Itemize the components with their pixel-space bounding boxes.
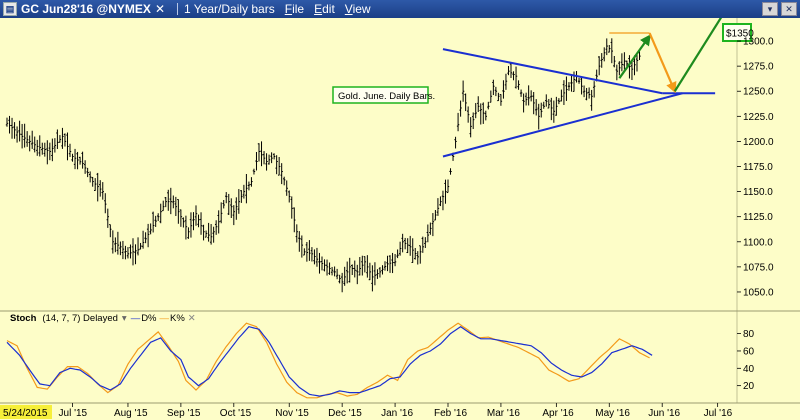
stoch-d-swatch: — (131, 313, 141, 324)
annotation-box (332, 86, 429, 104)
price-tick-label: 1200.0 (743, 137, 774, 148)
stoch-params: (14, 7, 7) Delayed (42, 313, 118, 324)
price-tick-label: 1100.0 (743, 237, 773, 248)
x-tick-label: May '16 (595, 408, 630, 419)
pin-icon[interactable]: ▾ (762, 2, 778, 16)
orange-arrow-down (648, 32, 677, 94)
green-arrow-up-2 (673, 18, 723, 92)
price-tick-label: 1250.0 (743, 87, 774, 98)
x-tick-label: Feb '16 (434, 408, 467, 419)
price-tick-label: 1050.0 (743, 287, 774, 298)
start-date-label: 5/24/2015 (3, 408, 48, 419)
stoch-label: Stoch (10, 313, 37, 324)
price-tick-label: 1275.0 (743, 62, 774, 73)
chart-app-icon[interactable]: ▤ (3, 2, 17, 16)
x-tick-label: Aug '15 (114, 408, 148, 419)
window-controls: ▾ ✕ (762, 0, 800, 18)
price-tick-label: 1125.0 (743, 212, 773, 223)
green-arrow-up-1 (618, 34, 651, 79)
period-label[interactable]: 1 Year/Daily bars (184, 2, 275, 16)
close-icon[interactable]: ✕ (781, 2, 797, 16)
stoch-d-line (6, 325, 653, 397)
x-tick-label: Sep '15 (167, 408, 201, 419)
price-tick-label: 1225.0 (743, 112, 774, 123)
title-divider (177, 3, 178, 15)
symbol-label[interactable]: GC Jun28'16 @NYMEX (21, 2, 151, 16)
x-tick-label: Jan '16 (381, 408, 413, 419)
menu-edit[interactable]: Edit (314, 2, 335, 16)
title-bar[interactable]: ▤ GC Jun28'16 @NYMEX ✕ 1 Year/Daily bars… (0, 0, 800, 18)
stoch-tick-label: 20 (743, 381, 755, 392)
x-tick-label: Mar '16 (487, 408, 520, 419)
stoch-tick-label: 40 (743, 364, 755, 375)
menu-file[interactable]: File (284, 2, 305, 16)
upper-trendline (442, 48, 663, 95)
x-tick-label: Jul '15 (59, 408, 88, 419)
x-tick-label: Jul '16 (704, 408, 733, 419)
close-symbol-icon[interactable]: ✕ (154, 2, 165, 16)
x-tick-label: Oct '15 (220, 408, 252, 419)
annotation-text: Gold. June. Daily Bars. (338, 91, 435, 102)
price-chart: Gold. June. Daily Bars. $1350 1050.0 1075.… (0, 18, 800, 419)
stoch-tick-label: 60 (743, 346, 755, 357)
stoch-d-label: D% (141, 313, 157, 324)
price-tick-label: 1075.0 (743, 262, 774, 273)
menu-view[interactable]: View (344, 2, 371, 16)
stoch-k-label: K% (170, 313, 185, 324)
price-tick-label: 1175.0 (743, 162, 773, 173)
stoch-k-swatch: — (160, 313, 170, 324)
lower-trendline (442, 92, 683, 158)
stoch-header: Stoch (14, 7, 7) Delayed ▾ —D% —K% ✕ (10, 313, 196, 324)
stoch-tick-label: 80 (743, 329, 755, 340)
start-date-highlight (0, 405, 52, 419)
stoch-close-icon: ✕ (188, 313, 196, 324)
price-tick-label: 1150.0 (743, 187, 773, 198)
price-tick-label: 1300.0 (743, 37, 774, 48)
x-tick-label: Jun '16 (648, 408, 680, 419)
x-tick-label: Apr '16 (542, 408, 574, 419)
x-tick-label: Dec '15 (328, 408, 362, 419)
x-tick-label: Nov '15 (275, 408, 309, 419)
stoch-params-dropdown: ▾ (122, 313, 127, 324)
menu-bar: File Edit View (285, 2, 371, 16)
target-price-label: $1350 (726, 29, 754, 40)
